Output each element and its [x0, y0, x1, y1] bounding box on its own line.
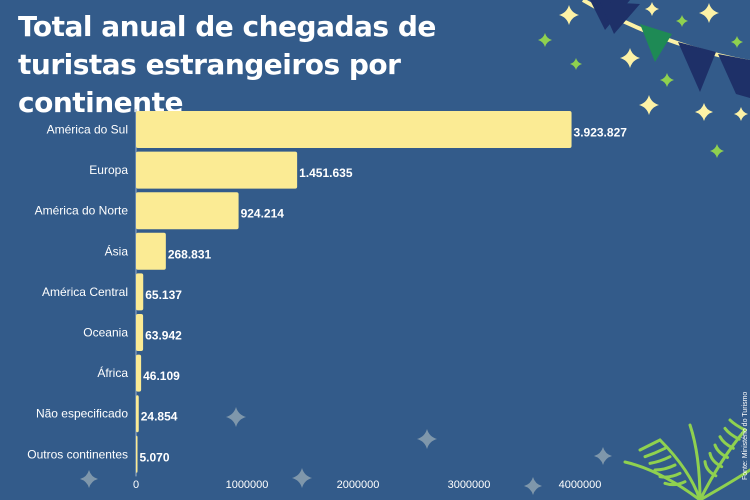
bar — [136, 151, 298, 189]
category-label: África — [97, 365, 128, 380]
x-tick-label: 1000000 — [226, 479, 269, 491]
category-label: Europa — [89, 163, 128, 177]
value-label: 3.923.827 — [574, 126, 628, 140]
bar — [136, 395, 139, 433]
bar — [136, 273, 144, 311]
bar — [136, 232, 166, 270]
x-tick-label: 0 — [133, 479, 139, 491]
value-label: 46.109 — [143, 369, 180, 383]
value-label: 5.070 — [140, 450, 170, 464]
value-label: 63.942 — [145, 329, 182, 343]
value-label: 1.451.635 — [299, 166, 353, 180]
source-note: Fonte: Ministério do Turismo — [742, 391, 749, 480]
bar — [136, 435, 138, 473]
value-label: 24.854 — [141, 410, 178, 424]
category-label: Ásia — [105, 243, 129, 258]
bar — [136, 354, 142, 392]
category-label: Outros continentes — [27, 447, 128, 461]
value-label: 924.214 — [241, 207, 285, 221]
bar — [136, 111, 572, 148]
x-tick-label: 3000000 — [448, 479, 491, 491]
value-label: 65.137 — [145, 288, 182, 302]
bar — [136, 314, 144, 351]
category-label: América do Sul — [47, 123, 128, 137]
category-label: Não especificado — [36, 407, 128, 421]
bar — [136, 192, 239, 230]
x-tick-label: 2000000 — [337, 479, 380, 491]
category-label: Oceania — [83, 326, 128, 340]
x-tick-label: 4000000 — [559, 479, 602, 491]
category-label: América Central — [42, 285, 128, 299]
category-label: América do Norte — [35, 204, 129, 218]
value-label: 268.831 — [168, 247, 212, 261]
chart-title: Total anual de chegadas de turistas estr… — [18, 10, 436, 119]
